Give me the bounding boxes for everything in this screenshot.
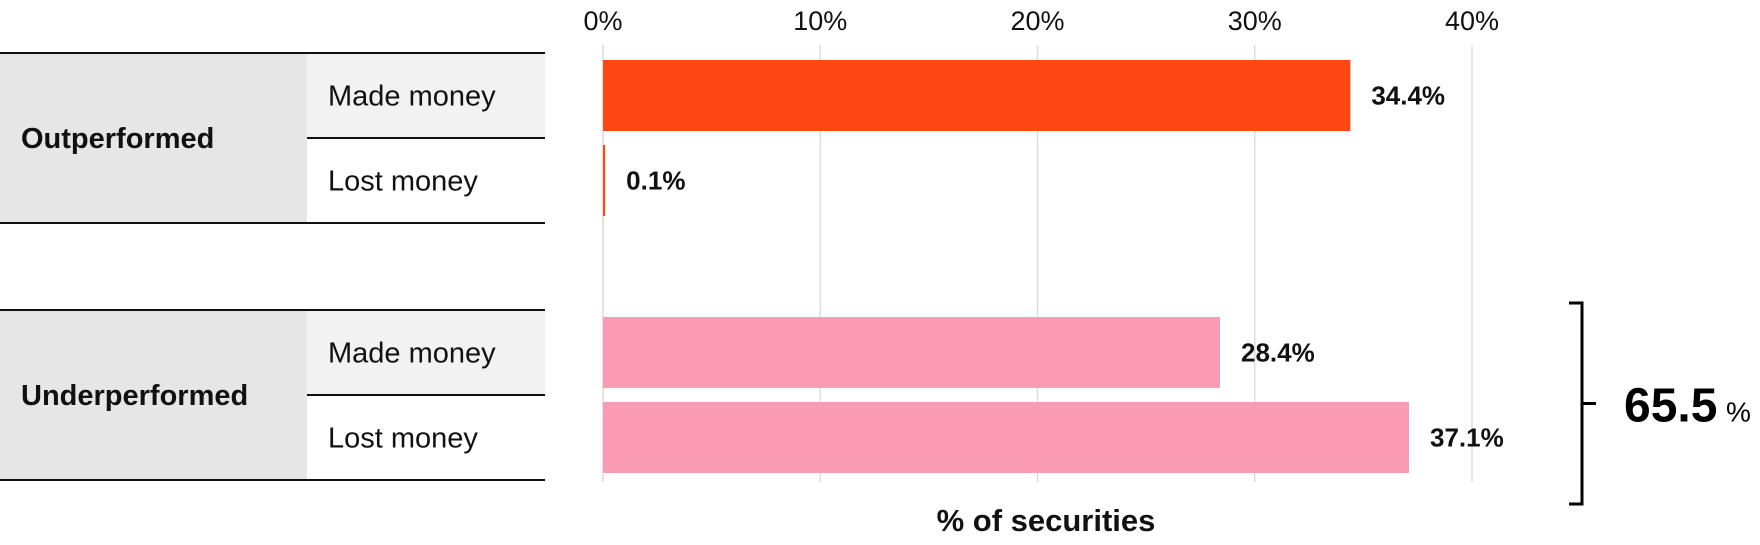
data-label: 34.4% bbox=[1371, 81, 1445, 111]
x-tick-label: 30% bbox=[1228, 6, 1282, 36]
group-label: Outperformed bbox=[21, 123, 214, 155]
row-cell bbox=[307, 310, 545, 395]
x-tick-label: 40% bbox=[1445, 6, 1499, 36]
bracket bbox=[1569, 301, 1584, 506]
total-annotation: 65.5% bbox=[1569, 301, 1751, 506]
bars: 34.4% 0.1% 28.4% 37.1% bbox=[603, 60, 1504, 473]
group-cell bbox=[0, 310, 307, 480]
x-axis-label: % of securities bbox=[937, 503, 1156, 538]
bar bbox=[603, 317, 1220, 388]
row-label: Lost money bbox=[328, 166, 478, 198]
data-label: 37.1% bbox=[1430, 423, 1504, 453]
x-tick-label: 10% bbox=[793, 6, 847, 36]
row-label: Made money bbox=[328, 338, 496, 370]
row-label: Lost money bbox=[328, 423, 478, 455]
data-label: 0.1% bbox=[626, 166, 685, 196]
group-label: Underperformed bbox=[21, 380, 248, 412]
row-cell bbox=[307, 138, 545, 223]
x-tick-label: 0% bbox=[583, 6, 622, 36]
row-cell bbox=[307, 395, 545, 480]
total-unit: % bbox=[1726, 397, 1751, 428]
bar bbox=[603, 60, 1351, 131]
x-tick-label: 20% bbox=[1010, 6, 1064, 36]
bar bbox=[603, 402, 1409, 473]
x-axis-ticks: 0% 10% 20% 30% 40% bbox=[583, 6, 1499, 36]
data-label: 28.4% bbox=[1241, 338, 1315, 368]
group-cell bbox=[0, 53, 307, 223]
category-table: Outperformed Made money Lost money Underper… bbox=[0, 52, 545, 481]
row-cell bbox=[307, 53, 545, 138]
bar bbox=[603, 145, 606, 216]
row-label: Made money bbox=[328, 81, 496, 113]
total-value: 65.5 bbox=[1624, 380, 1717, 433]
